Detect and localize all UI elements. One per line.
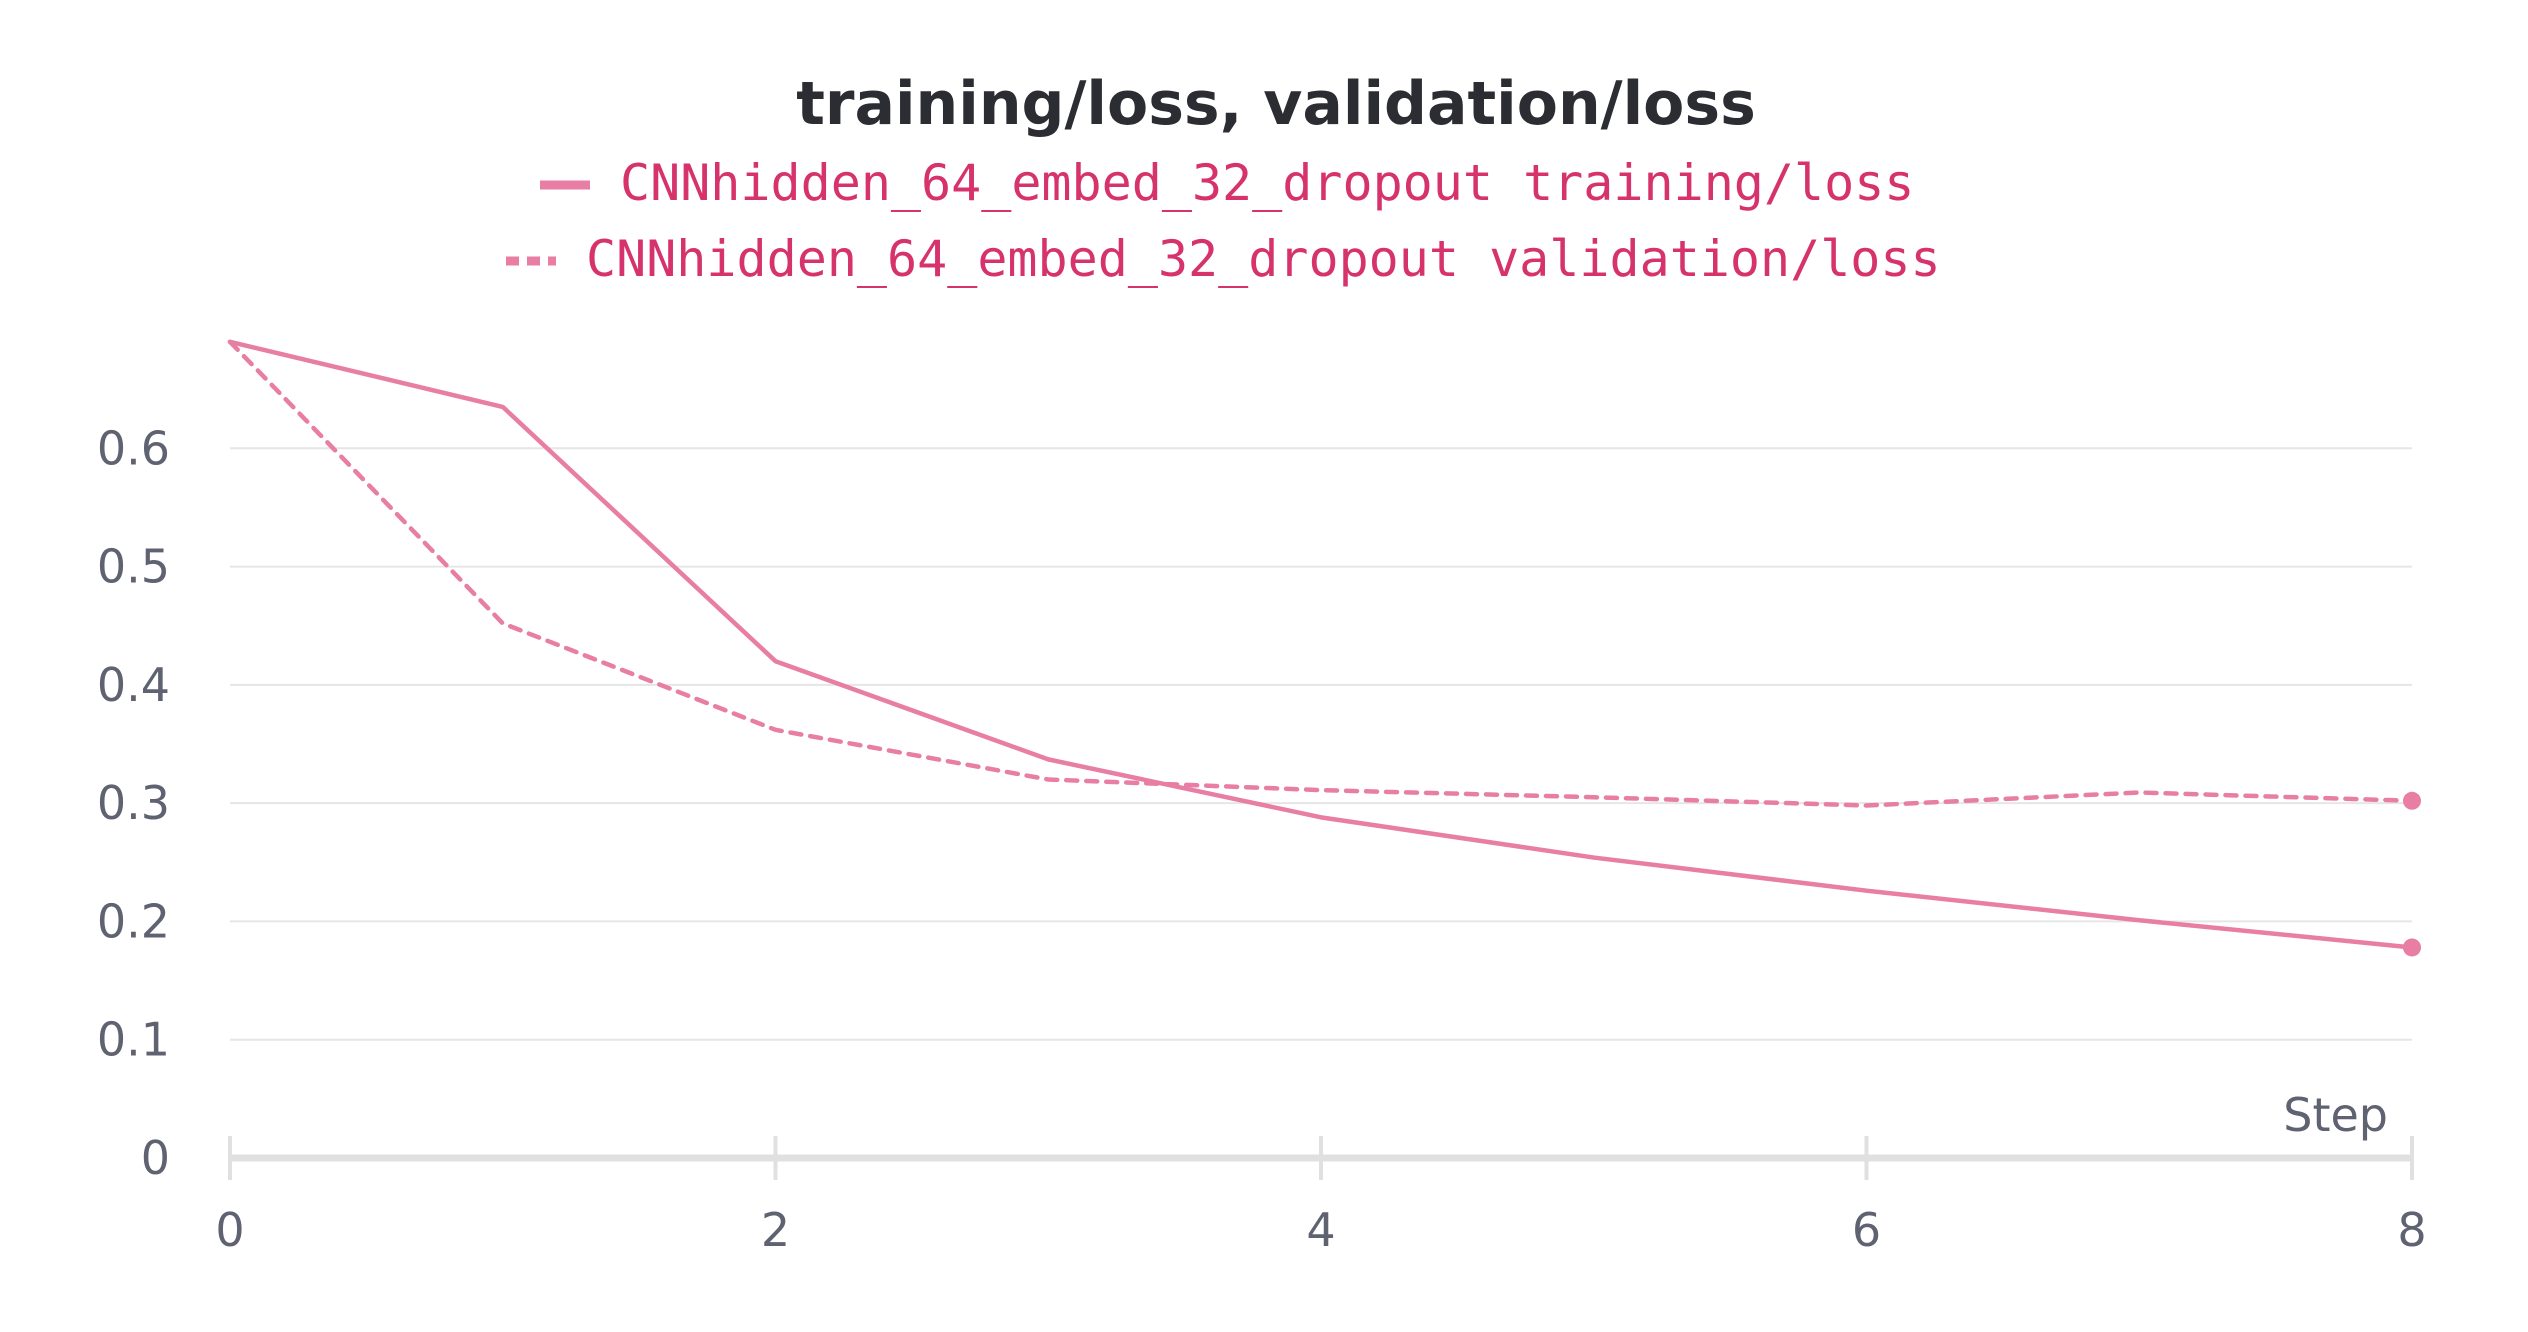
- y-tick-label: 0.3: [97, 776, 170, 830]
- legend[interactable]: CNNhidden_64_embed_32_dropout training/l…: [506, 154, 1941, 288]
- y-tick-label: 0.2: [97, 894, 170, 948]
- x-axis-title: Step: [2283, 1088, 2388, 1142]
- series-0: [227, 339, 2421, 957]
- series-end-point-0: [2403, 938, 2421, 957]
- legend-label-1: CNNhidden_64_embed_32_dropout validation…: [586, 230, 1941, 288]
- y-tick-label: 0.4: [97, 658, 170, 712]
- y-tick-label: 0: [141, 1131, 170, 1185]
- legend-item-0[interactable]: CNNhidden_64_embed_32_dropout training/l…: [540, 154, 1914, 212]
- y-axis-ticks: 0 0.1 0.2 0.3 0.4 0.5 0.6: [97, 421, 170, 1185]
- chart-title: training/loss, validation/loss: [796, 69, 1756, 139]
- legend-label-0: CNNhidden_64_embed_32_dropout training/l…: [620, 154, 1914, 212]
- series-1: [227, 339, 2421, 810]
- y-tick-label: 0.6: [97, 421, 170, 475]
- series-end-point-1: [2403, 791, 2421, 810]
- x-tick-label: 0: [215, 1203, 244, 1257]
- x-tick-label: 8: [2397, 1203, 2426, 1257]
- series-line-1: [227, 339, 2415, 808]
- x-tick-label: 4: [1306, 1203, 1335, 1257]
- legend-item-1[interactable]: CNNhidden_64_embed_32_dropout validation…: [506, 230, 1941, 288]
- x-tick-label: 6: [1852, 1203, 1881, 1257]
- series-layer: [227, 339, 2421, 957]
- y-tick-label: 0.1: [97, 1013, 170, 1067]
- x-axis: 0 2 4 6 8: [215, 1136, 2427, 1257]
- y-tick-label: 0.5: [97, 540, 170, 594]
- gridlines: [230, 447, 2412, 1041]
- series-line-0: [227, 339, 2415, 950]
- x-tick-label: 2: [761, 1203, 790, 1257]
